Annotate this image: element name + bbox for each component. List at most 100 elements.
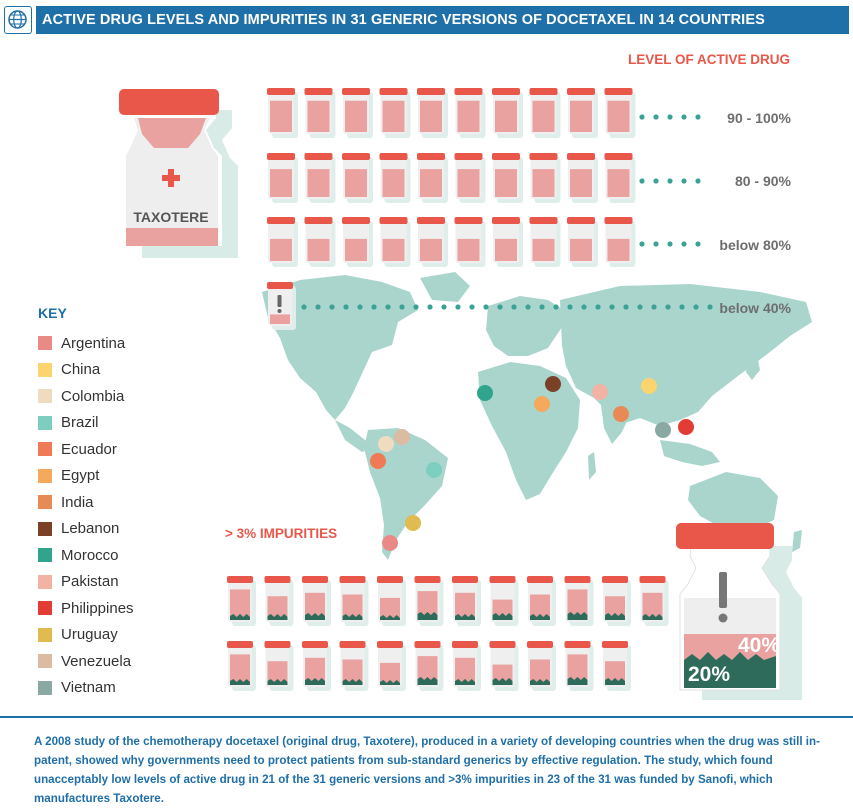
key-label: Ecuador (61, 440, 117, 458)
level-vial (529, 88, 561, 138)
impurities-title: > 3% IMPURITIES (225, 526, 338, 541)
level-vial (342, 153, 373, 203)
level-vial (567, 153, 598, 203)
key-swatch (38, 336, 52, 350)
impurity-vial (564, 576, 594, 626)
infographic-canvas: TAXOTERE 40% 20% (119, 88, 812, 700)
map-south-america (364, 428, 448, 560)
leader-dot (623, 304, 629, 310)
level-vial (267, 217, 298, 267)
marker-venezuela (394, 429, 410, 445)
impurity-vial (452, 576, 481, 626)
marker-lebanon (545, 376, 561, 392)
impurity-vial (377, 576, 406, 626)
key-item: Vietnam (38, 678, 116, 698)
key-item: Colombia (38, 386, 124, 406)
level-vial (492, 217, 523, 267)
leader-dot (343, 304, 349, 310)
impurity-vial (227, 641, 256, 691)
key-item: Venezuela (38, 651, 131, 671)
leader-dot (637, 304, 643, 310)
impurity-vial (489, 641, 519, 691)
marker-pakistan (592, 384, 608, 400)
big-vial-label-20: 20% (688, 663, 730, 686)
key-swatch (38, 680, 52, 695)
level-label-below-40: below 40% (719, 300, 791, 316)
marker-china (641, 378, 657, 394)
key-swatch (38, 654, 52, 668)
leader-dot (609, 304, 615, 310)
key-item: Egypt (38, 466, 99, 486)
leader-dot (653, 114, 659, 120)
leader-dot (653, 178, 659, 184)
level-vial (604, 217, 636, 267)
map-australia (688, 472, 778, 530)
level-vial (379, 153, 411, 203)
leader-dot (567, 304, 573, 310)
taxotere-vial: TAXOTERE (119, 89, 238, 258)
leader-dot (693, 304, 699, 310)
taxotere-label: TAXOTERE (133, 209, 208, 225)
impurity-vial (602, 641, 631, 691)
marker-argentina (382, 535, 398, 551)
key-label: Argentina (61, 334, 126, 352)
leader-dot (639, 114, 645, 120)
leader-dot (695, 241, 701, 247)
level-vial (379, 88, 411, 138)
map-japan (746, 350, 760, 380)
impurity-vial (339, 641, 369, 691)
leader-dot (315, 304, 321, 310)
level-vial (454, 217, 486, 267)
leader-dot (667, 114, 673, 120)
impurity-vial (302, 641, 331, 691)
leader-dot (651, 304, 657, 310)
leader-dot (301, 304, 307, 310)
key-label: Colombia (61, 387, 125, 405)
level-vial (267, 153, 298, 203)
level-vial (267, 88, 298, 138)
map-central-america (335, 420, 372, 452)
globe-icon (4, 6, 32, 34)
key-swatch (38, 442, 52, 456)
leader-dot (329, 304, 335, 310)
leader-dot (399, 304, 405, 310)
level-vial-below-40 (267, 282, 296, 330)
key-swatch (38, 468, 52, 483)
impurity-vial (527, 576, 556, 626)
key-swatch (38, 627, 52, 642)
key-swatch (38, 495, 52, 509)
impurity-vial (452, 641, 481, 691)
impurity-vial (414, 641, 444, 691)
key-label: Lebanon (61, 520, 120, 537)
leader-dot (681, 114, 687, 120)
key-swatch (38, 415, 52, 430)
level-vial (379, 217, 411, 267)
leader-dot (679, 304, 685, 310)
level-vial (529, 217, 561, 267)
level-vial (342, 88, 373, 138)
level-vial (304, 217, 336, 267)
leader-dot (413, 304, 419, 310)
impurity-vial (602, 576, 631, 626)
key-swatch (38, 362, 52, 377)
leader-dot (469, 304, 475, 310)
impurity-vial (377, 641, 406, 691)
impurity-vial (527, 641, 556, 691)
leader-dot (497, 304, 503, 310)
world-map (262, 272, 812, 560)
key-item: Uruguay (38, 625, 118, 645)
map-new-zealand (792, 530, 802, 552)
level-section-title: LEVEL OF ACTIVE DRUG (627, 52, 790, 67)
key-label: China (61, 361, 101, 378)
key-swatch (38, 601, 52, 615)
marker-colombia (378, 436, 394, 452)
page-title: ACTIVE DRUG LEVELS AND IMPURITIES IN 31 … (36, 6, 849, 34)
level-vial (529, 153, 561, 203)
map-greenland (420, 272, 470, 302)
level-label-below-80: below 80% (719, 237, 791, 253)
key-item: Philippines (38, 598, 134, 618)
impurity-vial: 40% 20% (676, 523, 802, 700)
key-label: Venezuela (61, 652, 132, 670)
leader-dot (681, 241, 687, 247)
footer-text: A 2008 study of the chemotherapy docetax… (34, 735, 820, 805)
